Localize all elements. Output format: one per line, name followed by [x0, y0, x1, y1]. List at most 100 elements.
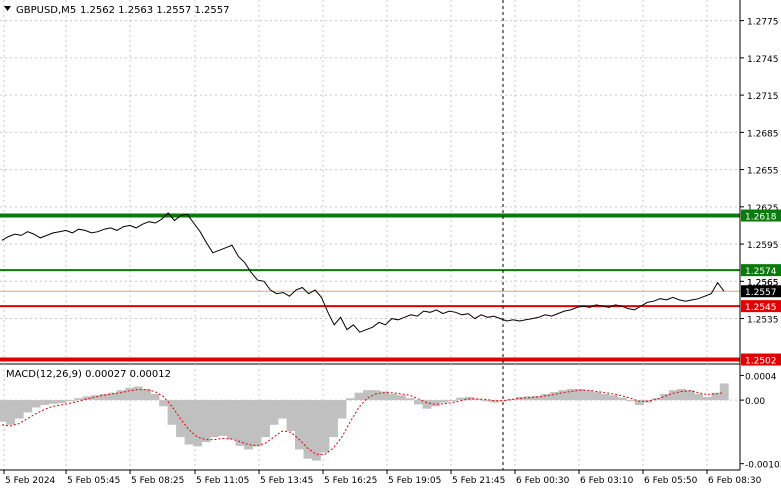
macd-bar [252, 400, 262, 447]
macd-bar [371, 390, 381, 401]
time-tick-label: 6 Feb 08:30 [708, 476, 762, 486]
macd-bar [286, 400, 296, 431]
macd-bar [91, 395, 101, 401]
macd-bar [14, 400, 24, 419]
macd-bar [150, 393, 160, 401]
macd-bar [600, 393, 610, 401]
macd-bar [694, 393, 704, 401]
macd-bar [532, 395, 542, 401]
macd-bar [719, 383, 729, 401]
macd-bar [583, 390, 593, 401]
macd-bar [201, 400, 211, 443]
macd-bar [0, 400, 7, 422]
level-label-bg [741, 285, 781, 298]
macd-bar [269, 400, 279, 425]
macd-bar [566, 389, 576, 401]
macd-bar [575, 389, 585, 401]
macd-bar [388, 393, 398, 401]
macd-bar [363, 390, 372, 401]
macd-bar [82, 396, 92, 401]
macd-signal-line [1, 389, 725, 455]
macd-bar [660, 393, 670, 401]
macd-bar [677, 389, 687, 401]
macd-bar [218, 400, 228, 436]
macd-bar [6, 400, 16, 425]
macd-bar [133, 386, 143, 401]
macd-bar [354, 392, 364, 401]
price-axis[interactable]: 1.2775 1.2745 1.2715 1.2685 1.2655 1.2625 1.25… [740, 18, 779, 326]
price-tick-label: 1.2565 [747, 278, 779, 288]
macd-bar [431, 400, 440, 407]
macd-bar [337, 400, 347, 419]
macd-bar [167, 400, 177, 425]
macd-bar [193, 400, 202, 447]
macd-histogram [0, 383, 729, 461]
level-label-1.2574: 1.2574 [745, 267, 777, 277]
price-levels [0, 213, 740, 362]
price-line [1, 212, 725, 333]
time-tick-label: 5 Feb 16:25 [324, 476, 377, 486]
macd-bar [702, 397, 712, 401]
macd-bar [685, 390, 695, 401]
time-tick-label: 5 Feb 11:05 [196, 476, 249, 486]
ohlc-values: 1.2562 1.2563 1.2557 1.2557 [80, 5, 230, 16]
chart-header: GBPUSD,M5 1.2562 1.2563 1.2557 1.2557 [4, 5, 230, 16]
macd-bar [312, 400, 321, 461]
time-tick-label: 6 Feb 05:50 [644, 476, 698, 486]
macd-bar [481, 400, 491, 402]
time-tick-label: 5 Feb 13:45 [260, 476, 313, 486]
macd-bar [558, 390, 568, 401]
price-tick-label: 1.2535 [747, 316, 779, 326]
time-tick-label: 5 Feb 08:25 [131, 476, 184, 486]
macd-bar [439, 400, 449, 403]
macd-bar [244, 400, 253, 450]
macd-tick-label: -0.00103 [745, 461, 781, 471]
macd-bar [74, 398, 84, 401]
price-tick-label: 1.2595 [747, 241, 779, 251]
level-label-bg [741, 264, 781, 277]
macd-bar [498, 400, 508, 402]
macd-bar [609, 395, 619, 401]
macd-bar [142, 389, 152, 401]
time-tick-label: 5 Feb 21:45 [452, 476, 505, 486]
macd-bar [125, 387, 135, 401]
macd-bar [99, 393, 109, 401]
macd-bar [380, 391, 389, 401]
macd-bar [447, 400, 457, 402]
macd-axis[interactable]: 0.0004 0.00 -0.00103 [740, 372, 781, 471]
macd-bar [592, 392, 602, 401]
macd-bar [261, 400, 270, 438]
level-label-1.2502: 1.2502 [745, 357, 777, 367]
price-tick-label: 1.2715 [747, 92, 779, 102]
macd-bar [473, 398, 483, 401]
macd-bar [541, 393, 551, 401]
level-label-bg [741, 300, 781, 313]
level-label-1.2545: 1.2545 [745, 303, 777, 313]
symbol-label: GBPUSD,M5 [16, 5, 76, 16]
macd-bar [507, 398, 517, 401]
macd-bar [490, 400, 500, 403]
macd-bar [456, 397, 466, 401]
macd-bar [329, 400, 338, 438]
macd-bar [278, 400, 287, 419]
macd-bar [422, 400, 432, 409]
macd-bar [40, 400, 50, 405]
macd-bar [65, 400, 75, 402]
macd-bar [405, 398, 415, 401]
macd-bar [397, 395, 406, 401]
price-panel[interactable] [0, 0, 740, 364]
price-tick-label: 1.2565 [747, 278, 779, 288]
macd-bar [210, 400, 219, 438]
triangle-down-icon[interactable] [4, 6, 11, 11]
level-label-bg [741, 353, 781, 366]
macd-bar [626, 400, 636, 402]
macd-bar [227, 400, 236, 440]
macd-bar [48, 400, 58, 404]
price-tick-label: 1.2685 [747, 129, 779, 139]
time-axis[interactable]: 5 Feb 2024 5 Feb 05:45 5 Feb 08:25 5 Feb 11… [3, 470, 762, 486]
price-tick-label: 1.2775 [747, 18, 779, 28]
macd-bar [116, 390, 126, 401]
macd-label: MACD(12,26,9) 0.00027 0.00012 [6, 369, 171, 380]
macd-bar [57, 400, 67, 404]
